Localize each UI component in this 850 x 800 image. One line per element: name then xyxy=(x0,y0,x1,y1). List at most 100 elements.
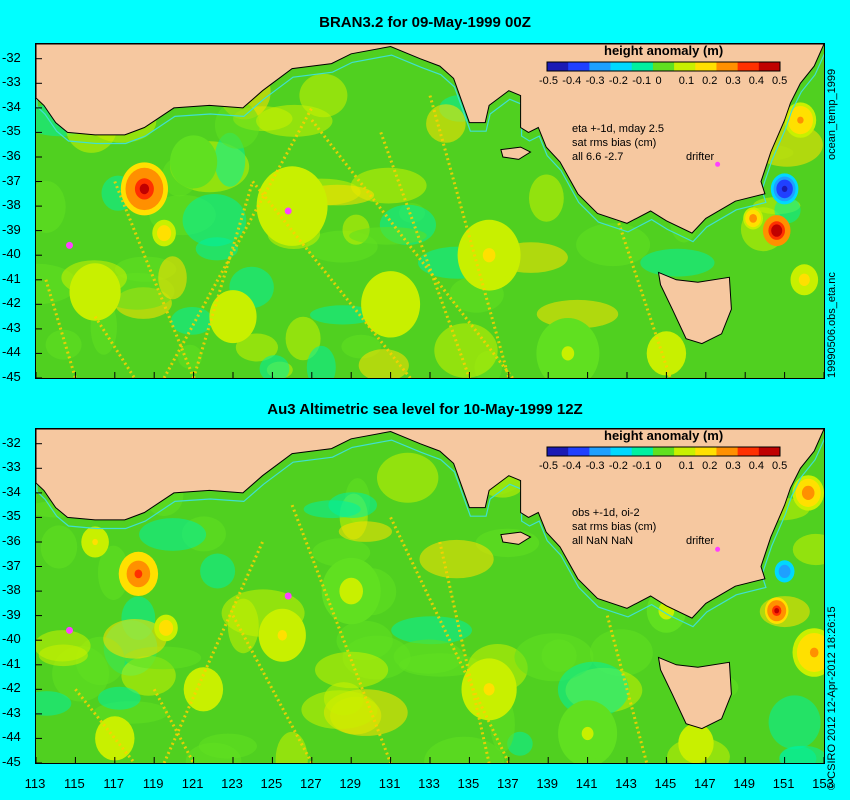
panel-2-map xyxy=(22,428,839,787)
anomaly-blob xyxy=(482,248,496,263)
colorbar-label: -0.5 xyxy=(539,75,558,87)
y-tick-label: -35 xyxy=(2,123,21,139)
anomaly-patch xyxy=(301,690,378,730)
panel-1-drifter-label: drifter xyxy=(686,151,715,163)
anomaly-blob xyxy=(781,185,788,192)
colorbar-label: 0.2 xyxy=(702,75,718,87)
shelf-contour xyxy=(36,437,826,628)
colorbar-segment xyxy=(695,62,717,71)
anomaly-patch xyxy=(214,101,260,149)
anomaly-patch xyxy=(507,731,533,756)
panel-1-map xyxy=(0,43,826,389)
y-tick-label: -39 xyxy=(2,221,21,237)
x-tick-label: 117 xyxy=(103,776,125,791)
anomaly-patch xyxy=(285,316,321,361)
satellite-track xyxy=(93,315,136,379)
y-tick-label: -36 xyxy=(2,147,21,163)
anomaly-blob xyxy=(110,734,119,743)
colorbar-label: -0.5 xyxy=(539,460,558,472)
anomaly-patch xyxy=(235,333,278,362)
x-tick-label: 149 xyxy=(733,776,756,791)
x-tick-label: 131 xyxy=(378,776,401,791)
anomaly-blob xyxy=(751,216,756,221)
colorbar-segment xyxy=(610,447,633,456)
anomaly-patch xyxy=(26,180,66,233)
colorbar-label: 0.5 xyxy=(772,460,788,472)
colorbar-segment xyxy=(737,62,760,71)
panel-1-title: BRAN3.2 for 09-May-1999 00Z xyxy=(319,14,531,31)
colorbar-label: 0.3 xyxy=(725,460,741,472)
anomaly-blob xyxy=(773,227,780,234)
y-tick-label: -41 xyxy=(2,270,21,286)
x-tick-label: 151 xyxy=(772,776,795,791)
colorbar-label: 0.5 xyxy=(772,75,788,87)
drifter-legend-marker xyxy=(715,546,721,552)
y-tick-label: -42 xyxy=(2,680,21,696)
anomaly-blob xyxy=(90,286,101,298)
x-tick-label: 127 xyxy=(299,776,322,791)
colorbar-segment xyxy=(547,447,569,456)
anomaly-blob xyxy=(163,625,169,631)
anomaly-blob xyxy=(199,684,208,694)
anomaly-patch xyxy=(328,492,378,518)
anomaly-patch xyxy=(227,598,259,654)
anomaly-blob xyxy=(797,116,804,124)
colorbar-label: 0.1 xyxy=(678,460,695,472)
anomaly-patch xyxy=(103,619,167,659)
y-tick-label: -33 xyxy=(2,459,21,475)
annotation-line: all 6.6 -2.7 xyxy=(572,151,624,163)
colorbar-label: -0.4 xyxy=(562,460,582,472)
anomaly-patch xyxy=(45,329,82,360)
anomaly-patch xyxy=(640,248,715,277)
anomaly-blob xyxy=(801,276,808,283)
y-tick-label: -38 xyxy=(2,197,21,213)
y-tick-label: -34 xyxy=(2,483,21,499)
x-tick-label: 139 xyxy=(536,776,559,791)
colorbar-title: height anomaly (m) xyxy=(604,43,724,58)
colorbar-segment xyxy=(631,447,654,456)
colorbar-label: -0.4 xyxy=(562,75,582,87)
satellite-track xyxy=(113,180,195,379)
colorbar-segment xyxy=(652,447,675,456)
satellite-track xyxy=(290,504,393,764)
annotation-line: sat rms bias (cm) xyxy=(572,521,657,533)
colorbar xyxy=(546,61,781,72)
anomaly-blob xyxy=(92,538,98,546)
colorbar-label: -0.3 xyxy=(585,75,605,87)
colorbar-segment xyxy=(674,447,696,456)
anomaly-blob xyxy=(134,569,143,579)
anomaly-blob xyxy=(277,630,287,641)
anomaly-patch xyxy=(34,630,91,662)
colorbar-segment xyxy=(589,62,612,71)
anomaly-blob xyxy=(561,346,575,361)
colorbar-label: 0.2 xyxy=(702,460,718,472)
anomaly-patch xyxy=(182,194,247,247)
annotation-line: eta +-1d, mday 2.5 xyxy=(572,123,665,135)
anomaly-patch xyxy=(256,104,333,137)
land-tasmania xyxy=(657,656,732,730)
x-tick-label: 129 xyxy=(339,776,362,791)
x-tick-label: 145 xyxy=(654,776,677,791)
colorbar-frame xyxy=(546,61,781,72)
colorbar xyxy=(546,446,781,457)
satellite-track xyxy=(152,688,195,764)
x-tick-label: 113 xyxy=(24,776,46,791)
anomaly-blob xyxy=(384,297,397,311)
anomaly-patch xyxy=(768,695,821,750)
anomaly-patch xyxy=(434,323,498,378)
x-tick-label: 147 xyxy=(693,776,716,791)
colorbar-segment xyxy=(547,62,569,71)
land-kangaroo-island xyxy=(500,146,532,160)
y-tick-label: -40 xyxy=(2,631,21,647)
colorbar-label: 0.3 xyxy=(725,75,741,87)
panel-2-drifter-label: drifter xyxy=(686,535,715,547)
y-tick-label: -44 xyxy=(2,729,21,745)
anomaly-patch xyxy=(426,104,466,143)
colorbar-segment xyxy=(716,62,739,71)
satellite-track xyxy=(615,217,672,379)
drifter-marker xyxy=(66,626,73,634)
anomaly-blob xyxy=(692,739,700,748)
anomaly-blob xyxy=(483,683,495,696)
colorbar-label: -0.3 xyxy=(585,460,605,472)
anomaly-blob xyxy=(774,608,780,614)
